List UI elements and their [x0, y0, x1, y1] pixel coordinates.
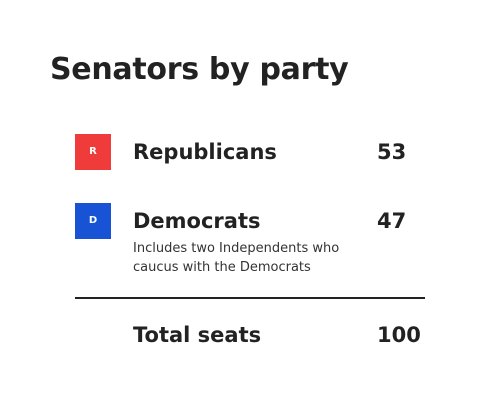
party-name-republicans: Republicans — [133, 140, 277, 164]
page-title: Senators by party — [50, 52, 349, 87]
party-name-democrats: Democrats — [133, 209, 261, 233]
total-divider — [75, 297, 425, 299]
party-note-democrats: Includes two Independents who caucus wit… — [133, 241, 340, 275]
total-label: Total seats — [133, 323, 262, 347]
party-badge-democrats: D — [75, 203, 111, 239]
party-badge-republicans: R — [75, 134, 111, 170]
party-seats-republicans: 53 — [377, 140, 407, 164]
party-seats-democrats: 47 — [377, 209, 407, 233]
total-value: 100 — [377, 323, 421, 347]
